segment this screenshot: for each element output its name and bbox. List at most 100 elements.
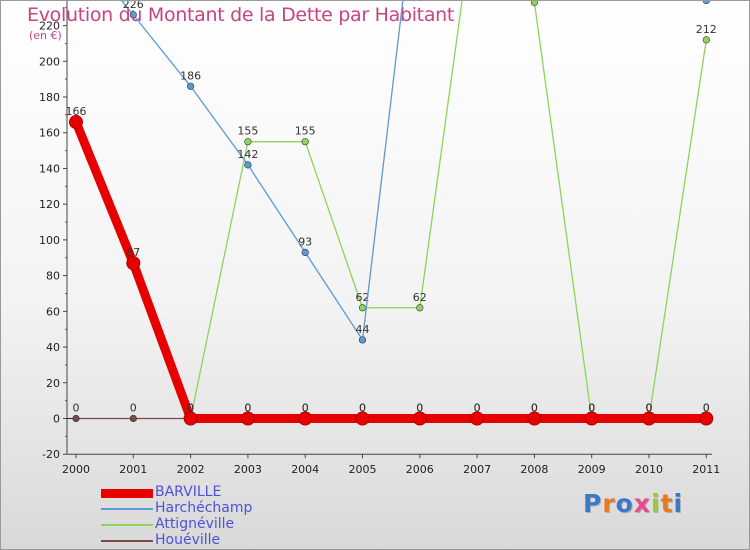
data-label-barville: 0 (703, 402, 710, 415)
data-point-harchechamp (358, 336, 367, 344)
y-tick-label: 100 (39, 234, 60, 247)
data-label-houeville: 0 (359, 402, 366, 415)
data-label-houeville: 0 (588, 402, 595, 415)
data-point-harchechamp (187, 82, 195, 90)
x-tick-label: 2005 (349, 463, 377, 476)
data-label-barville: 0 (244, 402, 251, 415)
series-line-harchechamp (121, 1, 707, 341)
y-tick-label: 0 (53, 413, 60, 426)
data-label-barville: 0 (646, 402, 653, 415)
data-label-harchechamp: 44 (356, 323, 370, 336)
data-point-attigneville (244, 138, 252, 146)
data-point-attigneville (358, 304, 367, 312)
data-label-barville: 0 (187, 402, 194, 415)
data-point-attigneville (301, 138, 309, 146)
chart-title: Evolution du Montant de la Dette par Hab… (27, 4, 455, 26)
data-label-attigneville: 0 (588, 402, 595, 415)
data-label-harchechamp: 226 (123, 1, 144, 11)
data-label-barville: 0 (588, 402, 595, 415)
x-tick-label: 2007 (463, 463, 491, 476)
data-point-barville (584, 411, 599, 426)
data-label-harchechamp: 186 (180, 69, 201, 82)
legend-label: Houéville (155, 532, 221, 548)
logo-letter: x (633, 489, 651, 518)
data-point-harchechamp (244, 161, 252, 169)
data-point-barville (527, 411, 542, 426)
data-label-attigneville: 62 (413, 291, 427, 304)
data-point-harchechamp (301, 248, 309, 257)
x-tick-label: 2002 (177, 463, 205, 476)
data-label-houeville: 0 (474, 402, 481, 415)
data-point-barville (470, 411, 485, 426)
data-point-barville (298, 411, 313, 426)
x-tick-label: 2003 (234, 463, 262, 476)
y-tick-label: 180 (39, 91, 60, 104)
x-tick-label: 2010 (635, 463, 663, 476)
data-point-barville (412, 411, 427, 426)
x-tick-label: 2011 (692, 463, 720, 476)
data-point-barville (355, 411, 370, 426)
data-label-attigneville: 155 (237, 125, 258, 138)
data-label-barville: 0 (531, 402, 538, 415)
data-point-barville (699, 411, 714, 426)
legend-swatch (101, 524, 153, 526)
data-label-attigneville: 0 (646, 402, 653, 415)
logo-letter: r (602, 489, 616, 518)
data-point-harchechamp (702, 1, 710, 5)
data-label-attigneville: 155 (295, 125, 316, 138)
data-point-barville (642, 411, 656, 426)
legend-swatch (101, 489, 153, 498)
proxiti-logo: Proxiti (583, 489, 683, 518)
data-point-barville (126, 256, 141, 271)
logo-letter: t (660, 489, 674, 518)
data-point-attigneville (530, 1, 538, 6)
data-label-harchechamp: 142 (237, 148, 258, 161)
data-label-attigneville: 62 (356, 291, 370, 304)
data-point-attigneville (416, 304, 424, 312)
y-tick-label: 60 (46, 305, 60, 318)
data-point-barville (240, 411, 255, 426)
data-label-barville: 0 (416, 402, 423, 415)
y-tick-label: 20 (46, 377, 60, 390)
legend-swatch (101, 508, 153, 510)
y-tick-label: -20 (42, 448, 60, 461)
x-tick-label: 2006 (406, 463, 434, 476)
legend-label: Attignéville (155, 516, 235, 532)
data-point-attigneville (702, 36, 710, 44)
logo-letter: o (615, 489, 634, 518)
x-tick-label: 2008 (520, 463, 548, 476)
data-point-harchechamp (129, 11, 137, 19)
x-tick-label: 2001 (119, 463, 147, 476)
data-label-houeville: 0 (531, 402, 538, 415)
data-point-barville (69, 115, 83, 130)
data-label-barville: 166 (66, 105, 87, 118)
data-point-houeville (129, 414, 137, 423)
data-label-houeville: 0 (73, 402, 80, 415)
data-label-harchechamp: 93 (298, 235, 312, 248)
y-tick-label: 220 (39, 20, 60, 33)
y-tick-label: 200 (39, 55, 60, 68)
logo-letter: i (673, 489, 684, 518)
series-line-barville (71, 117, 711, 423)
legend-label: Harchéchamp (155, 500, 253, 516)
data-point-houeville (72, 414, 80, 423)
legend-swatch (101, 540, 153, 542)
data-label-barville: 0 (359, 402, 366, 415)
data-label-barville: 0 (302, 402, 309, 415)
data-label-barville: 0 (474, 402, 481, 415)
x-tick-label: 2004 (291, 463, 319, 476)
y-tick-label: 120 (39, 198, 60, 211)
y-tick-label: 140 (39, 162, 60, 175)
chart-subtitle: (en €) (29, 29, 62, 42)
series-line-attigneville (189, 1, 707, 420)
data-label-houeville: 0 (416, 402, 423, 415)
data-label-attigneville: 212 (696, 23, 717, 36)
y-tick-label: 160 (39, 127, 60, 140)
data-label-houeville: 0 (130, 402, 137, 415)
data-point-barville (183, 411, 198, 426)
data-label-barville: 87 (126, 246, 140, 259)
logo-letter: i (651, 489, 661, 518)
data-label-houeville: 0 (244, 402, 251, 415)
